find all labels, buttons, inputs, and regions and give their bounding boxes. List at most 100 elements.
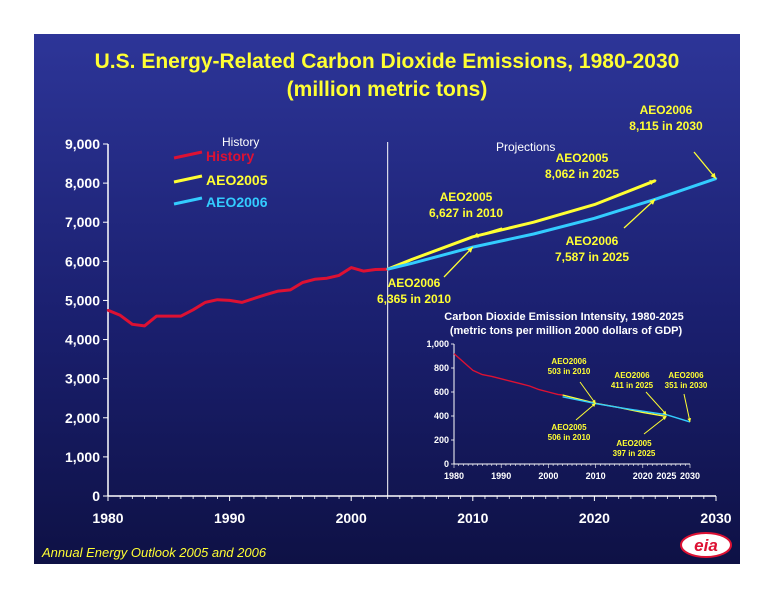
projections-region-label: Projections bbox=[496, 140, 555, 154]
series-line-aeo2005 bbox=[387, 179, 656, 271]
data-point-history bbox=[313, 278, 316, 281]
annotation-arrowhead bbox=[472, 232, 479, 238]
y-tick-label: 7,000 bbox=[65, 214, 100, 230]
inset-annotation-arrow bbox=[579, 381, 597, 404]
legend-label-aeo2005: AEO2005 bbox=[206, 172, 268, 188]
annotation-label: AEO2006 bbox=[566, 234, 619, 248]
eia-logo: eia bbox=[680, 532, 732, 558]
inset-y-tick-label: 800 bbox=[434, 363, 449, 373]
annotation-label: 7,587 in 2025 bbox=[555, 250, 629, 264]
inset-y-tick-label: 200 bbox=[434, 435, 449, 445]
inset-annotation-label: 506 in 2010 bbox=[548, 433, 591, 442]
inset-series-line-aeo2006 bbox=[562, 396, 691, 423]
y-tick-label: 4,000 bbox=[65, 332, 100, 348]
chart-title: U.S. Energy-Related Carbon Dioxide Emiss… bbox=[94, 50, 680, 73]
annotation-arrowhead bbox=[710, 172, 716, 179]
inset-x-tick-label: 2020 bbox=[633, 471, 653, 481]
inset-annotation-label: AEO2006 bbox=[614, 371, 650, 380]
chart-subtitle: (million metric tons) bbox=[286, 78, 488, 101]
inset-y-tick-label: 400 bbox=[434, 411, 449, 421]
data-point-history bbox=[155, 314, 158, 318]
inset-x-tick-label: 2010 bbox=[586, 471, 606, 481]
annotation-label: AEO2006 bbox=[640, 103, 693, 117]
x-tick-label: 2020 bbox=[579, 510, 610, 526]
inset-annotation-arrow bbox=[683, 393, 691, 422]
inset-annotation-arrowhead bbox=[591, 399, 596, 404]
data-point-aeo2005 bbox=[593, 203, 596, 206]
y-tick-label: 6,000 bbox=[65, 253, 100, 269]
annotation-arrowhead bbox=[649, 199, 656, 205]
y-tick-label: 9,000 bbox=[65, 136, 100, 152]
legend-swatch-aeo2005 bbox=[173, 174, 203, 184]
annotation-arrow bbox=[623, 198, 656, 229]
inset-y-tick-label: 600 bbox=[434, 387, 449, 397]
annotation-label: 6,365 in 2010 bbox=[377, 292, 451, 306]
inset-annotation-label: 397 in 2025 bbox=[613, 449, 656, 458]
legend-label-history: History bbox=[206, 148, 254, 164]
annotation-label: 8,062 in 2025 bbox=[545, 167, 619, 181]
history-region-label: History bbox=[222, 135, 259, 149]
data-point-history bbox=[131, 323, 134, 326]
x-tick-label: 2000 bbox=[336, 510, 367, 526]
data-point-history bbox=[240, 301, 243, 304]
data-point-history bbox=[362, 269, 365, 273]
inset-subtitle: (metric tons per million 2000 dollars of… bbox=[450, 325, 683, 337]
chart-canvas: 0 1,000 2,000 3,000 4,000 5,000 6,000 7,000 8,00… bbox=[65, 103, 732, 526]
annotation-arrowhead bbox=[649, 180, 656, 186]
data-point-history bbox=[325, 276, 329, 280]
data-point-history bbox=[289, 288, 292, 292]
eia-logo-text: eia bbox=[694, 536, 718, 555]
inset-x-tick-label: 1990 bbox=[491, 471, 511, 481]
annotation-arrow bbox=[609, 180, 656, 199]
series-line-history bbox=[107, 266, 388, 328]
footer-source: Annual Energy Outlook 2005 and 2006 bbox=[42, 545, 267, 560]
y-tick-label: 0 bbox=[92, 488, 100, 504]
inset-title: Carbon Dioxide Emission Intensity, 1980-… bbox=[444, 311, 683, 323]
x-tick-label: 1990 bbox=[214, 510, 245, 526]
y-tick-label: 1,000 bbox=[65, 449, 100, 465]
data-point-history bbox=[264, 293, 268, 296]
annotation-label: AEO2005 bbox=[440, 190, 493, 204]
inset-annotation-arrowhead bbox=[591, 403, 596, 408]
inset-annotation-label: AEO2006 bbox=[668, 371, 704, 380]
y-tick-label: 2,000 bbox=[65, 410, 100, 426]
inset-annotation-arrowhead bbox=[662, 416, 667, 421]
annotation-arrowhead bbox=[467, 247, 473, 253]
series-line-aeo2006 bbox=[387, 177, 717, 271]
data-point-aeo2006 bbox=[532, 232, 535, 236]
legend-swatch-history bbox=[173, 150, 203, 160]
data-point-history bbox=[337, 274, 341, 277]
inset-annotation-label: AEO2005 bbox=[551, 423, 587, 432]
data-point-history bbox=[228, 299, 231, 302]
inset-y-tick-label: 1,000 bbox=[426, 339, 449, 349]
data-point-history bbox=[143, 324, 146, 328]
slide-background: U.S. Energy-Related Carbon Dioxide Emiss… bbox=[34, 34, 740, 564]
data-point-history bbox=[179, 314, 183, 318]
data-point-history bbox=[374, 268, 377, 271]
data-point-history bbox=[350, 266, 353, 269]
inset-y-tick-label: 0 bbox=[444, 459, 449, 469]
data-point-aeo2006 bbox=[386, 267, 389, 271]
data-point-history bbox=[191, 308, 195, 312]
y-tick-label: 3,000 bbox=[65, 371, 100, 387]
annotation-label: AEO2005 bbox=[556, 151, 609, 165]
inset-x-tick-label: 2030 bbox=[680, 471, 700, 481]
data-point-history bbox=[118, 314, 122, 317]
inset-series-line-aeo2005 bbox=[562, 394, 667, 418]
x-tick-label: 2030 bbox=[700, 510, 731, 526]
data-point-aeo2006 bbox=[593, 217, 596, 220]
inset-annotation-label: 351 in 2030 bbox=[665, 381, 708, 390]
legend-label-aeo2006: AEO2006 bbox=[206, 194, 268, 210]
inset-annotation-arrow bbox=[575, 402, 596, 421]
data-point-history bbox=[252, 297, 256, 300]
y-tick-label: 5,000 bbox=[65, 292, 100, 308]
inset-annotation-label: 411 in 2025 bbox=[611, 381, 654, 390]
inset-annotation-arrowhead bbox=[662, 410, 667, 415]
inset-annotation-arrowhead bbox=[687, 418, 692, 422]
inset-series-line-history bbox=[453, 353, 563, 396]
annotation-arrow bbox=[693, 151, 717, 180]
data-point-history bbox=[106, 309, 110, 312]
legend-swatch-aeo2006 bbox=[173, 196, 203, 206]
inset-annotation-arrow bbox=[645, 391, 667, 416]
data-point-aeo2006 bbox=[410, 262, 414, 265]
